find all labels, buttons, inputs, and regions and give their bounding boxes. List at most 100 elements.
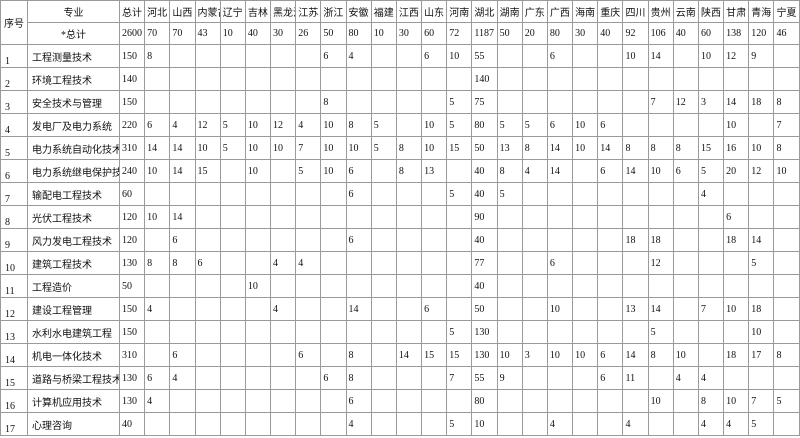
- column-header: 广东: [521, 0, 548, 23]
- column-header: 辽宁: [219, 0, 246, 23]
- enrollment-value: [597, 297, 624, 321]
- enrollment-value: 150: [118, 297, 146, 321]
- enrollment-value: 8: [345, 366, 372, 390]
- enrollment-value: 10: [144, 205, 171, 229]
- enrollment-value: [370, 389, 397, 413]
- enrollment-value: [597, 320, 624, 344]
- enrollment-value: 10: [697, 44, 725, 68]
- row-number: 1: [0, 44, 28, 68]
- enrollment-value: [773, 228, 800, 252]
- enrollment-value: [446, 274, 473, 298]
- enrollment-value: [672, 297, 699, 321]
- enrollment-value: [521, 67, 548, 91]
- enrollment-value: [521, 412, 548, 436]
- enrollment-value: 10: [421, 113, 448, 137]
- enrollment-value: [597, 205, 624, 229]
- enrollment-value: [496, 274, 523, 298]
- enrollment-value: 220: [118, 113, 146, 137]
- enrollment-value: 12: [748, 159, 775, 183]
- enrollment-value: 130: [118, 251, 146, 275]
- enrollment-value: [270, 67, 297, 91]
- enrollment-value: 6: [597, 366, 624, 390]
- enrollment-value: [244, 67, 272, 91]
- enrollment-value: [521, 320, 548, 344]
- enrollment-value: 7: [446, 366, 473, 390]
- enrollment-value: [395, 182, 423, 206]
- enrollment-value: 240: [118, 159, 146, 183]
- summary-value: 50: [496, 22, 523, 45]
- enrollment-value: 8: [697, 389, 725, 413]
- summary-value: 40: [672, 22, 699, 45]
- major-name: 心理咨询: [27, 412, 120, 436]
- row-number: 5: [0, 136, 28, 160]
- enrollment-value: 130: [471, 343, 498, 367]
- enrollment-value: [723, 320, 750, 344]
- summary-value: 10: [219, 22, 246, 45]
- enrollment-value: 5: [446, 90, 473, 114]
- enrollment-value: 12: [723, 44, 750, 68]
- enrollment-value: [421, 366, 448, 390]
- enrollment-value: [723, 366, 750, 390]
- enrollment-value: [144, 343, 171, 367]
- enrollment-value: 14: [144, 136, 171, 160]
- enrollment-value: [270, 274, 297, 298]
- column-header: 江西: [395, 0, 423, 23]
- enrollment-value: 3: [697, 90, 725, 114]
- major-name: 建筑工程技术: [27, 251, 120, 275]
- enrollment-value: 8: [345, 343, 372, 367]
- enrollment-value: [773, 366, 800, 390]
- enrollment-value: 4: [270, 251, 297, 275]
- enrollment-value: 14: [169, 205, 196, 229]
- enrollment-value: [244, 320, 272, 344]
- enrollment-value: 15: [194, 159, 221, 183]
- enrollment-value: 10: [723, 297, 750, 321]
- table-row: 5 电力系统自动化技术 310 14 14 10 5 10 10 7 10 10 5 8 10 15 50 13 8…: [0, 136, 800, 160]
- column-header: 浙江: [320, 0, 347, 23]
- enrollment-value: [169, 182, 196, 206]
- enrollment-value: 6: [672, 159, 699, 183]
- summary-value: 40: [597, 22, 624, 45]
- column-header: 湖北: [471, 0, 498, 23]
- enrollment-value: 10: [748, 136, 775, 160]
- enrollment-value: [446, 297, 473, 321]
- enrollment-value: [546, 90, 574, 114]
- enrollment-value: 8: [773, 136, 800, 160]
- enrollment-value: [748, 67, 775, 91]
- summary-value: 80: [345, 22, 372, 45]
- summary-value: 120: [748, 22, 775, 45]
- enrollment-value: [572, 297, 599, 321]
- enrollment-value: 4: [723, 412, 750, 436]
- enrollment-value: 4: [169, 366, 196, 390]
- enrollment-value: 4: [295, 113, 322, 137]
- enrollment-value: [773, 320, 800, 344]
- enrollment-value: 14: [647, 44, 674, 68]
- column-header: 江苏: [295, 0, 322, 23]
- enrollment-value: [270, 159, 297, 183]
- enrollment-value: [219, 159, 246, 183]
- summary-value: 30: [395, 22, 423, 45]
- enrollment-value: 5: [446, 113, 473, 137]
- enrollment-value: 15: [697, 136, 725, 160]
- enrollment-value: 8: [395, 136, 423, 160]
- enrollment-value: 18: [647, 228, 674, 252]
- row-number: 7: [0, 182, 28, 206]
- enrollment-value: 10: [546, 343, 574, 367]
- enrollment-value: 8: [647, 136, 674, 160]
- enrollment-value: 7: [748, 389, 775, 413]
- summary-value: 70: [169, 22, 196, 45]
- enrollment-value: [597, 90, 624, 114]
- enrollment-value: 80: [471, 113, 498, 137]
- enrollment-value: [320, 343, 347, 367]
- enrollment-value: [572, 251, 599, 275]
- column-header: 内蒙古: [194, 0, 221, 23]
- enrollment-value: 130: [118, 389, 146, 413]
- enrollment-value: [219, 297, 246, 321]
- enrollment-value: 10: [471, 412, 498, 436]
- enrollment-value: [395, 297, 423, 321]
- enrollment-value: [572, 320, 599, 344]
- major-name: 水利水电建筑工程: [27, 320, 120, 344]
- enrollment-value: [194, 90, 221, 114]
- enrollment-value: 18: [723, 228, 750, 252]
- enrollment-value: [345, 274, 372, 298]
- enrollment-value: 10: [723, 113, 750, 137]
